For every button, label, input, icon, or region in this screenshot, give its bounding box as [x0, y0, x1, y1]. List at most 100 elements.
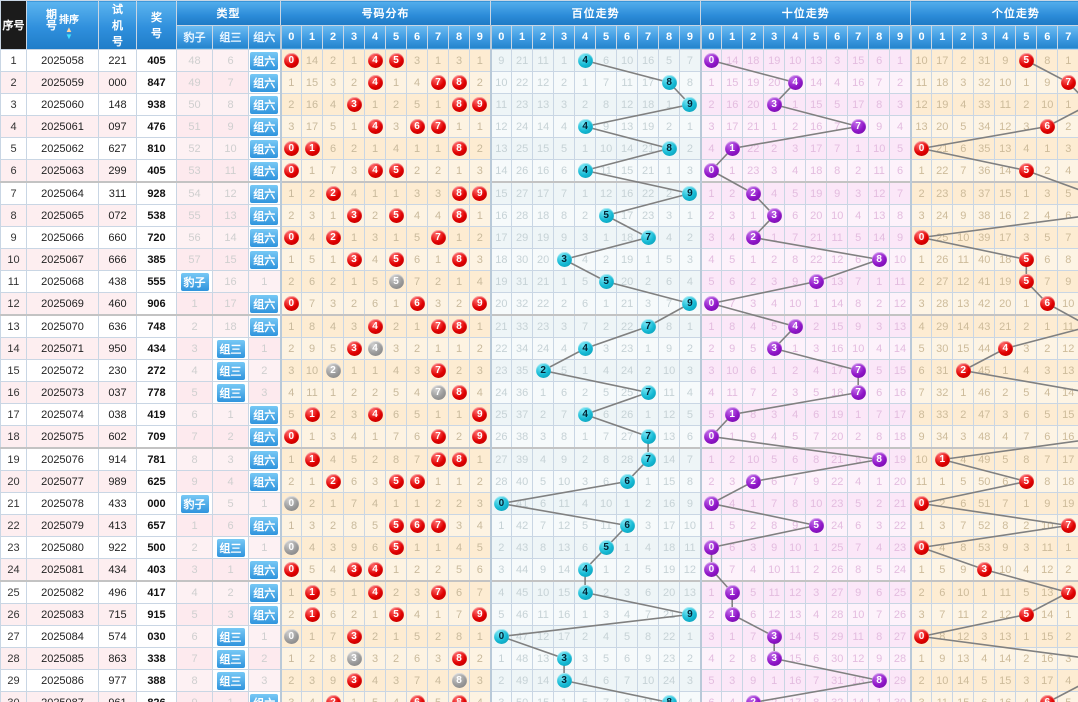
- table-row[interactable]: 17 2025074 038 419 6 1 组六 5 1 2 3 4 6 5 1 1 9 25 37 2 7 4 6 26 1…: [0, 403, 1078, 426]
- col-header-distribution-7[interactable]: 7: [427, 24, 450, 50]
- issue-number[interactable]: 2025085: [26, 647, 99, 670]
- issue-number[interactable]: 2025064: [26, 181, 99, 205]
- table-row[interactable]: 3 2025060 148 938 50 8 组六 2 16 4 3 1 2 5 1 8 9 11 23 13 3 2 8 1…: [0, 93, 1078, 116]
- col-header-units-5[interactable]: 5: [1015, 24, 1038, 50]
- issue-number[interactable]: 2025060: [26, 93, 99, 116]
- issue-number[interactable]: 2025063: [26, 159, 99, 183]
- table-row[interactable]: 20 2025077 989 625 9 4 组六 2 1 2 6 3 5 6 1 1 2 28 40 5 10 3 6 6 1…: [0, 470, 1078, 493]
- col-header-units-2[interactable]: 2: [952, 24, 975, 50]
- col-header-prize[interactable]: 奖号: [136, 0, 177, 50]
- table-row[interactable]: 30202508796182691组六342154658435015157811…: [0, 691, 1078, 702]
- col-header-tens-3[interactable]: 3: [763, 24, 786, 50]
- col-header-hundreds-0[interactable]: 0: [489, 24, 513, 50]
- col-header-distribution-0[interactable]: 0: [279, 24, 303, 50]
- col-header-baozi[interactable]: 豹子: [176, 24, 213, 50]
- col-header-distribution-5[interactable]: 5: [385, 24, 408, 50]
- col-header-hundreds-8[interactable]: 8: [658, 24, 681, 50]
- table-row[interactable]: 7 2025064 311 928 54 12 组六 1 2 2 4 1 1 3 3 8 9 15 27 17 7 1 12…: [0, 181, 1078, 205]
- col-header-units-4[interactable]: 4: [994, 24, 1017, 50]
- issue-number[interactable]: 2025058: [26, 49, 99, 72]
- col-header-distribution-6[interactable]: 6: [406, 24, 429, 50]
- col-header-hundreds-3[interactable]: 3: [553, 24, 576, 50]
- col-header-zusan[interactable]: 组三: [212, 24, 249, 50]
- col-header-index[interactable]: 序号: [0, 0, 27, 50]
- col-header-distribution-1[interactable]: 1: [301, 24, 324, 50]
- col-header-units-3[interactable]: 3: [973, 24, 996, 50]
- issue-number[interactable]: 2025082: [26, 580, 99, 604]
- table-row[interactable]: 8 2025065 072 538 55 13 组六 2 3 1 3 2 5 4 4 8 1 16 28 18 8 2 5 1…: [0, 204, 1078, 227]
- issue-number[interactable]: 2025083: [26, 603, 99, 626]
- issue-number[interactable]: 2025079: [26, 514, 99, 537]
- table-row[interactable]: 16 2025073 037 778 5 组三 3 4 11 1 2 2 5 4 7 8 4 24 36 1 6 2 5 25…: [0, 381, 1078, 404]
- table-row[interactable]: 12 2025069 460 906 1 17 组六 0 7 3 2 6 1 6 3 2 9 20 32 22 2 6 1 2…: [0, 292, 1078, 316]
- table-row[interactable]: 15 2025072 230 272 4 组三 2 3 10 2 1 1 4 3 7 2 3 23 35 2 5 1 4 24…: [0, 359, 1078, 382]
- issue-number[interactable]: 2025062: [26, 137, 99, 160]
- sort-arrows-icon[interactable]: ▲ ▼: [65, 25, 73, 42]
- table-row[interactable]: 22 2025079 413 657 1 6 组六 1 3 2 8 5 5 6 7 3 4 1 42 7 12 5 11 6 3…: [0, 514, 1078, 537]
- col-header-distribution-9[interactable]: 9: [469, 24, 492, 50]
- issue-number[interactable]: 2025081: [26, 558, 99, 582]
- col-header-tens-2[interactable]: 2: [742, 24, 765, 50]
- table-row[interactable]: 6 2025063 299 405 53 11 组六 0 1 7 3 4 5 2 2 1 3 14 26 16 6 4 11…: [0, 159, 1078, 183]
- table-row[interactable]: 25 2025082 496 417 4 2 组六 1 1 5 1 4 2 3 7 6 7 4 45 10 15 4 2 3 6…: [0, 580, 1078, 604]
- issue-number[interactable]: 2025065: [26, 204, 99, 227]
- col-header-tens-5[interactable]: 5: [805, 24, 828, 50]
- table-row[interactable]: 24 2025081 434 403 3 1 组六 0 5 4 3 4 1 2 2 5 6 3 44 9 14 4 1 2 5 1…: [0, 558, 1078, 582]
- col-header-units-0[interactable]: 0: [909, 24, 933, 50]
- col-header-distribution-4[interactable]: 4: [364, 24, 387, 50]
- issue-number[interactable]: 2025084: [26, 625, 99, 648]
- table-row[interactable]: 11 2025068 438 555 豹子 16 1 2 6 2 1 5 5 7 2 1 4 19 31 21 1 5 5 2…: [0, 270, 1078, 293]
- issue-number[interactable]: 2025066: [26, 226, 99, 249]
- col-header-issue[interactable]: 期号排序 ▲ ▼: [26, 0, 99, 50]
- issue-number[interactable]: 2025067: [26, 248, 99, 271]
- col-header-hundreds-9[interactable]: 9: [679, 24, 702, 50]
- col-header-hundreds-1[interactable]: 1: [511, 24, 534, 50]
- issue-number[interactable]: 2025071: [26, 337, 99, 360]
- col-header-hundreds-5[interactable]: 5: [595, 24, 618, 50]
- col-header-units-7[interactable]: 7: [1057, 24, 1078, 50]
- col-header-tens-7[interactable]: 7: [847, 24, 870, 50]
- col-header-test[interactable]: 试机号: [98, 0, 137, 50]
- issue-number[interactable]: 2025072: [26, 359, 99, 382]
- table-row[interactable]: 1 2025058 221 405 48 6 组六 0 14 2 1 4 5 3 1 3 1 9 21 11 1 4 6 10…: [0, 49, 1078, 72]
- table-row[interactable]: 27 2025084 574 030 6 组三 1 0 1 7 3 2 1 5 2 8 1 0 47 12 17 2 4 5 8…: [0, 625, 1078, 648]
- table-row[interactable]: 28 2025085 863 338 7 组三 2 1 2 8 3 3 2 6 3 8 2 1 48 13 3 3 5 6 9 2…: [0, 647, 1078, 670]
- col-header-tens-4[interactable]: 4: [784, 24, 807, 50]
- col-header-tens-0[interactable]: 0: [699, 24, 723, 50]
- col-header-tens-9[interactable]: 9: [889, 24, 912, 50]
- col-header-zuliu[interactable]: 组六: [247, 24, 282, 50]
- table-row[interactable]: 29 2025086 977 388 8 组三 3 2 3 9 3 4 3 7 4 8 3 2 49 14 3 4 6 7 10…: [0, 669, 1078, 692]
- issue-number[interactable]: 2025086: [26, 669, 99, 692]
- col-header-units-6[interactable]: 6: [1036, 24, 1059, 50]
- issue-number[interactable]: 2025077: [26, 470, 99, 493]
- issue-number[interactable]: 2025078: [26, 492, 99, 515]
- table-row[interactable]: 2 2025059 000 847 49 7 组六 1 15 3 2 4 1 4 7 8 2 10 22 12 2 1 7 1…: [0, 71, 1078, 94]
- col-header-hundreds-7[interactable]: 7: [637, 24, 660, 50]
- col-header-units-1[interactable]: 1: [931, 24, 954, 50]
- col-header-hundreds-6[interactable]: 6: [616, 24, 639, 50]
- table-row[interactable]: 4 2025061 097 476 51 9 组六 3 17 5 1 4 3 6 7 1 1 12 24 14 4 4 9 1…: [0, 115, 1078, 138]
- table-row[interactable]: 10 2025067 666 385 57 15 组六 1 5 1 3 4 5 6 1 8 3 18 30 20 3 4 2…: [0, 248, 1078, 271]
- col-header-tens-6[interactable]: 6: [826, 24, 849, 50]
- table-row[interactable]: 26 2025083 715 915 5 3 组六 2 1 6 2 1 5 4 1 7 9 5 46 11 16 1 3 4 7…: [0, 603, 1078, 626]
- table-row[interactable]: 21 2025078 433 000 豹子 5 1 0 2 1 7 4 1 1 2 2 3 0 41 6 11 4 10 1 2…: [0, 492, 1078, 515]
- col-header-distribution-2[interactable]: 2: [322, 24, 345, 50]
- issue-number[interactable]: 2025074: [26, 403, 99, 426]
- table-row[interactable]: 9 2025066 660 720 56 14 组六 0 4 2 1 3 1 5 7 1 2 17 29 19 9 3 1 1…: [0, 226, 1078, 249]
- issue-number[interactable]: 2025070: [26, 314, 99, 338]
- table-row[interactable]: 19 2025076 914 781 8 3 组六 1 1 4 5 2 8 7 7 8 1 27 39 4 9 2 8 28 7…: [0, 447, 1078, 471]
- col-header-tens-8[interactable]: 8: [868, 24, 891, 50]
- issue-number[interactable]: 2025059: [26, 71, 99, 94]
- table-row[interactable]: 23 2025080 922 500 2 组三 1 0 4 3 9 6 5 1 1 4 5 2 43 8 13 6 5 1 4 1…: [0, 536, 1078, 559]
- col-header-distribution-3[interactable]: 3: [343, 24, 366, 50]
- col-header-distribution-8[interactable]: 8: [448, 24, 471, 50]
- table-row[interactable]: 18 2025075 602 709 7 2 组六 0 1 3 4 1 7 6 7 2 9 26 38 3 8 1 7 27 7…: [0, 425, 1078, 449]
- issue-number[interactable]: 2025068: [26, 270, 99, 293]
- issue-number[interactable]: 2025080: [26, 536, 99, 559]
- issue-number[interactable]: 2025073: [26, 381, 99, 404]
- issue-number[interactable]: 2025069: [26, 292, 99, 316]
- table-row[interactable]: 14 2025071 950 434 3 组三 1 2 9 5 3 4 3 2 1 1 2 22 34 24 4 4 3 23…: [0, 337, 1078, 360]
- col-header-hundreds-2[interactable]: 2: [532, 24, 555, 50]
- col-header-hundreds-4[interactable]: 4: [574, 24, 597, 50]
- issue-number[interactable]: 2025087: [26, 691, 99, 702]
